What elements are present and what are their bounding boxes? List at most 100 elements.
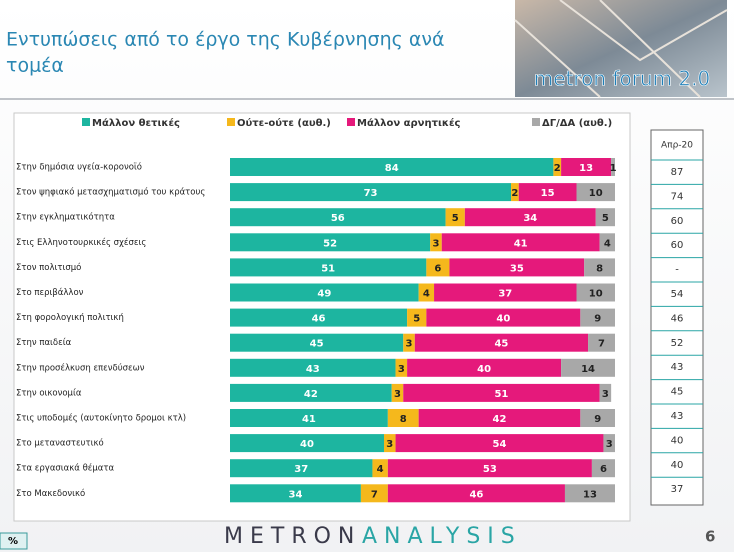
value-label: 40: [496, 314, 510, 325]
comparison-value: 40: [671, 460, 684, 471]
bar-segment: [599, 233, 615, 252]
bar-segment: [561, 358, 615, 377]
comparison-value: 60: [671, 240, 684, 251]
value-label: 3: [606, 439, 613, 450]
value-label: 40: [300, 439, 314, 450]
value-label: 4: [377, 464, 384, 475]
bar-segment: [407, 308, 427, 327]
category-label: Στο μεταναστευτικό: [16, 438, 104, 449]
bar-segment: [580, 308, 615, 327]
comparison-value: 52: [671, 338, 684, 349]
category-label: Στην προσέλκυση επενδύσεων: [16, 362, 145, 373]
value-label: 52: [323, 238, 337, 249]
bar-segment: [511, 183, 519, 202]
value-label: 13: [583, 489, 597, 500]
legend-swatch: [82, 118, 90, 126]
bar-segment: [426, 258, 450, 277]
bar-segment: [430, 233, 442, 252]
bar-segment: [395, 358, 408, 377]
bar-segment: [603, 434, 615, 453]
bar-segment: [414, 333, 589, 352]
comparison-value: 74: [671, 191, 684, 202]
category-label: Στην δημόσια υγεία-κορονοϊό: [16, 162, 142, 173]
bar-segment: [441, 233, 600, 252]
value-label: 6: [434, 263, 441, 274]
value-label: 3: [432, 238, 439, 249]
bar-segment: [449, 258, 585, 277]
value-label: 2: [511, 188, 518, 199]
bar-segment: [407, 358, 562, 377]
comparison-value: -: [675, 265, 679, 276]
value-label: 37: [498, 289, 512, 300]
value-label: 51: [494, 389, 508, 400]
bar-segment: [230, 409, 388, 427]
value-label: 3: [602, 389, 609, 400]
comparison-value: 40: [671, 435, 684, 446]
value-label: 40: [477, 364, 491, 375]
category-label: Στον ψηφιακό μετασχηματισμό του κράτους: [16, 187, 205, 198]
category-label: Στις Ελληνοτουρκικές σχέσεις: [16, 237, 146, 248]
legend-swatch: [347, 118, 355, 126]
bar-segment: [360, 484, 388, 503]
bar-segment: [595, 208, 615, 227]
comparison-value: 54: [671, 289, 684, 300]
legend-label: ΔΓ/ΔΑ (αυθ.): [542, 118, 612, 129]
page-number: 6: [705, 528, 715, 546]
bar-segment: [230, 459, 373, 478]
legend-label: Μάλλον θετικές: [92, 117, 180, 129]
bar-segment: [588, 333, 615, 352]
comparison-header: Απρ-20: [661, 141, 693, 151]
bar-segment: [391, 383, 404, 402]
bar-segment: [591, 459, 615, 478]
value-label: 5: [452, 213, 459, 224]
bar-segment: [576, 183, 615, 202]
bar-segment: [230, 333, 404, 352]
unit: %: [8, 536, 18, 547]
category-label: Στα εργασιακά θέματα: [16, 463, 115, 474]
value-label: 3: [406, 339, 413, 350]
brand: ANALYSIS: [362, 524, 522, 549]
value-label: 9: [594, 314, 601, 325]
bar-segment: [576, 283, 615, 302]
value-label: 42: [304, 389, 318, 400]
bar-segment: [580, 409, 615, 427]
brand: METRON: [224, 524, 361, 549]
bar-segment: [518, 183, 577, 202]
value-label: 53: [483, 464, 497, 475]
category-label: Στην εγκληματικότητα: [16, 212, 115, 223]
value-label: 4: [604, 238, 611, 249]
value-label: 3: [394, 389, 401, 400]
bar-segment: [553, 158, 562, 176]
value-label: 4: [423, 289, 430, 300]
bar-segment: [445, 208, 465, 227]
bar-segment: [230, 383, 392, 402]
value-label: 3: [386, 439, 393, 450]
comparison-value: 37: [671, 484, 684, 495]
bar-segment: [230, 283, 419, 302]
value-label: 73: [364, 188, 378, 199]
bar-segment: [372, 459, 388, 478]
value-label: 45: [310, 339, 324, 350]
bar-segment: [561, 158, 612, 176]
bar-segment: [230, 358, 396, 377]
bar-segment: [230, 158, 554, 176]
logo-text: metron forum 2.0: [534, 67, 711, 91]
category-label: Στην οικονομία: [16, 388, 82, 398]
value-label: 84: [385, 163, 399, 174]
value-label: 6: [600, 464, 607, 475]
bar-segment: [426, 308, 581, 327]
comparison-value: 45: [671, 387, 684, 398]
bar-segment: [230, 233, 431, 252]
value-label: 43: [306, 364, 320, 375]
value-label: 54: [493, 439, 507, 450]
value-label: 45: [494, 339, 508, 350]
bar-segment: [384, 434, 396, 453]
category-label: Στο περιβάλλον: [16, 288, 84, 298]
value-label: 5: [602, 213, 609, 224]
value-label: 10: [589, 289, 603, 300]
comparison-value: 43: [671, 411, 684, 422]
bar-segment: [464, 208, 596, 227]
value-label: 34: [288, 489, 302, 500]
header-image: [515, 0, 727, 97]
bar-segment: [611, 158, 615, 176]
